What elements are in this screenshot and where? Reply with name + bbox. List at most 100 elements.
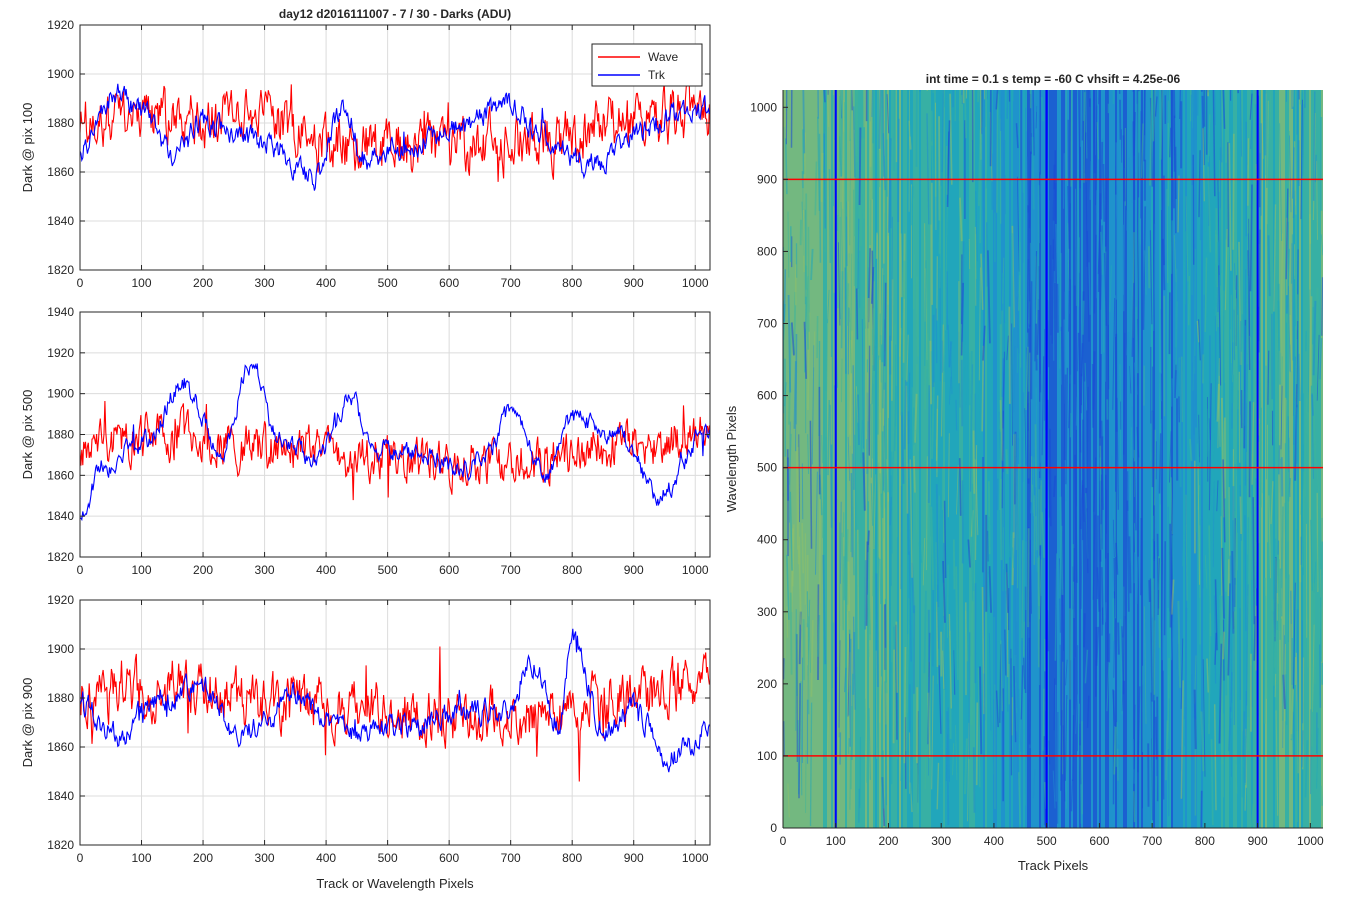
heatmap-streak: [849, 638, 852, 747]
heatmap-streak: [879, 335, 882, 360]
x-tick-label: 1000: [682, 276, 709, 290]
heatmap-streak: [825, 319, 829, 411]
heatmap-streak: [1222, 90, 1226, 129]
x-tick-label: 1000: [682, 563, 709, 577]
heatmap-streak: [1121, 626, 1125, 695]
heatmap-streak: [981, 90, 983, 135]
heatmap-streak: [1312, 300, 1317, 376]
heatmap-column: [1171, 90, 1173, 828]
x-tick-label: 500: [1037, 834, 1057, 848]
heatmap-column: [889, 90, 891, 828]
heatmap-streak: [1095, 105, 1098, 206]
heatmap-streak: [1006, 335, 1009, 361]
heatmap-streak: [864, 698, 867, 783]
heatmap-streak: [875, 650, 878, 759]
heatmap-column: [1007, 90, 1009, 828]
heatmap-streak: [891, 451, 894, 513]
heatmap-streak: [1170, 378, 1174, 407]
heatmap-streak: [948, 613, 952, 709]
heatmap-streak: [872, 308, 874, 355]
heatmap-streak: [1293, 582, 1296, 690]
heatmap-streak: [883, 492, 886, 599]
heatmap-streak: [822, 451, 826, 539]
heatmap-streak: [1237, 691, 1240, 773]
heatmap-streak: [890, 216, 893, 341]
heatmap-streak: [850, 253, 853, 341]
heatmap-streak: [918, 542, 923, 563]
heatmap-streak: [935, 542, 938, 612]
heatmap-streak: [960, 90, 964, 96]
heatmap-streak: [1071, 714, 1075, 781]
heatmap-column: [915, 90, 917, 828]
heatmap-streak: [875, 573, 879, 688]
heatmap-streak: [843, 534, 846, 583]
heatmap-streak: [1195, 90, 1197, 141]
x-tick-label: 800: [562, 276, 582, 290]
heatmap-column: [1297, 90, 1299, 828]
heatmap-streak: [1181, 356, 1183, 423]
heatmap-streak: [975, 190, 978, 262]
heatmap-streak: [1207, 114, 1211, 163]
heatmap-streak: [838, 640, 841, 738]
heatmap-streak: [1152, 223, 1157, 331]
heatmap-streak: [979, 133, 983, 244]
heatmap-streak: [1214, 579, 1218, 651]
heatmap-streak: [849, 138, 851, 246]
heatmap-streak: [946, 120, 951, 208]
heatmap-column: [795, 90, 797, 828]
heatmap-streak: [868, 592, 871, 635]
heatmap-streak: [1264, 90, 1267, 94]
heatmap-column: [875, 90, 877, 828]
heatmap-streak: [1169, 127, 1172, 158]
heatmap-streak: [1258, 229, 1261, 353]
heatmap-streak: [1170, 600, 1175, 661]
heatmap-streak: [789, 491, 793, 571]
heatmap-streak: [882, 133, 886, 191]
heatmap-column: [1003, 90, 1005, 828]
heatmap-streak: [1133, 552, 1136, 584]
heatmap-streak: [961, 480, 964, 564]
heatmap-column: [919, 90, 921, 828]
x-tick-label: 400: [984, 834, 1004, 848]
heatmap-streak: [1018, 183, 1022, 294]
heatmap-streak: [1136, 197, 1140, 320]
heatmap-streak: [820, 434, 824, 464]
heatmap-streak: [837, 242, 841, 326]
y-tick-label: 1900: [47, 642, 74, 656]
heatmap-streak: [833, 95, 835, 140]
heatmap-streak: [1093, 90, 1096, 174]
heatmap-column: [1077, 90, 1079, 828]
heatmap-streak: [1204, 257, 1208, 333]
heatmap-column: [1089, 90, 1091, 828]
heatmap-streak: [827, 399, 831, 476]
heatmap-streak: [964, 90, 967, 139]
heatmap-streak: [908, 551, 912, 662]
heatmap-column: [801, 90, 803, 828]
heatmap-column: [965, 90, 967, 828]
heatmap-streak: [1039, 480, 1043, 545]
y-tick-label: 0: [770, 821, 777, 835]
heatmap-streak: [1029, 539, 1033, 614]
heatmap-streak: [1281, 506, 1284, 617]
heatmap-streak: [798, 683, 801, 799]
heatmap-streak: [875, 299, 879, 379]
heatmap-streak: [947, 324, 951, 368]
heatmap-streak: [1136, 90, 1140, 179]
heatmap-streak: [1112, 689, 1116, 727]
x-tick-label: 700: [501, 851, 521, 865]
heatmap-streak: [1240, 314, 1244, 352]
heatmap-streak: [1018, 689, 1022, 752]
series-line-trk: [80, 363, 710, 522]
heatmap-column: [985, 90, 987, 828]
heatmap-streak: [1016, 296, 1020, 354]
panel-dark-pix-100: 0 100 200 300 400 500 600 700 800 900 1000 1820 1840…: [20, 7, 711, 290]
heatmap-column: [1287, 90, 1289, 828]
heatmap-streak: [952, 539, 956, 590]
heatmap-column: [989, 90, 991, 828]
heatmap-streak: [923, 590, 927, 674]
heatmap-streak: [1285, 674, 1288, 725]
heatmap-streak: [1047, 399, 1051, 518]
heatmap-column: [1271, 90, 1273, 828]
heatmap-streak: [922, 537, 926, 586]
heatmap-streak: [1069, 413, 1072, 438]
